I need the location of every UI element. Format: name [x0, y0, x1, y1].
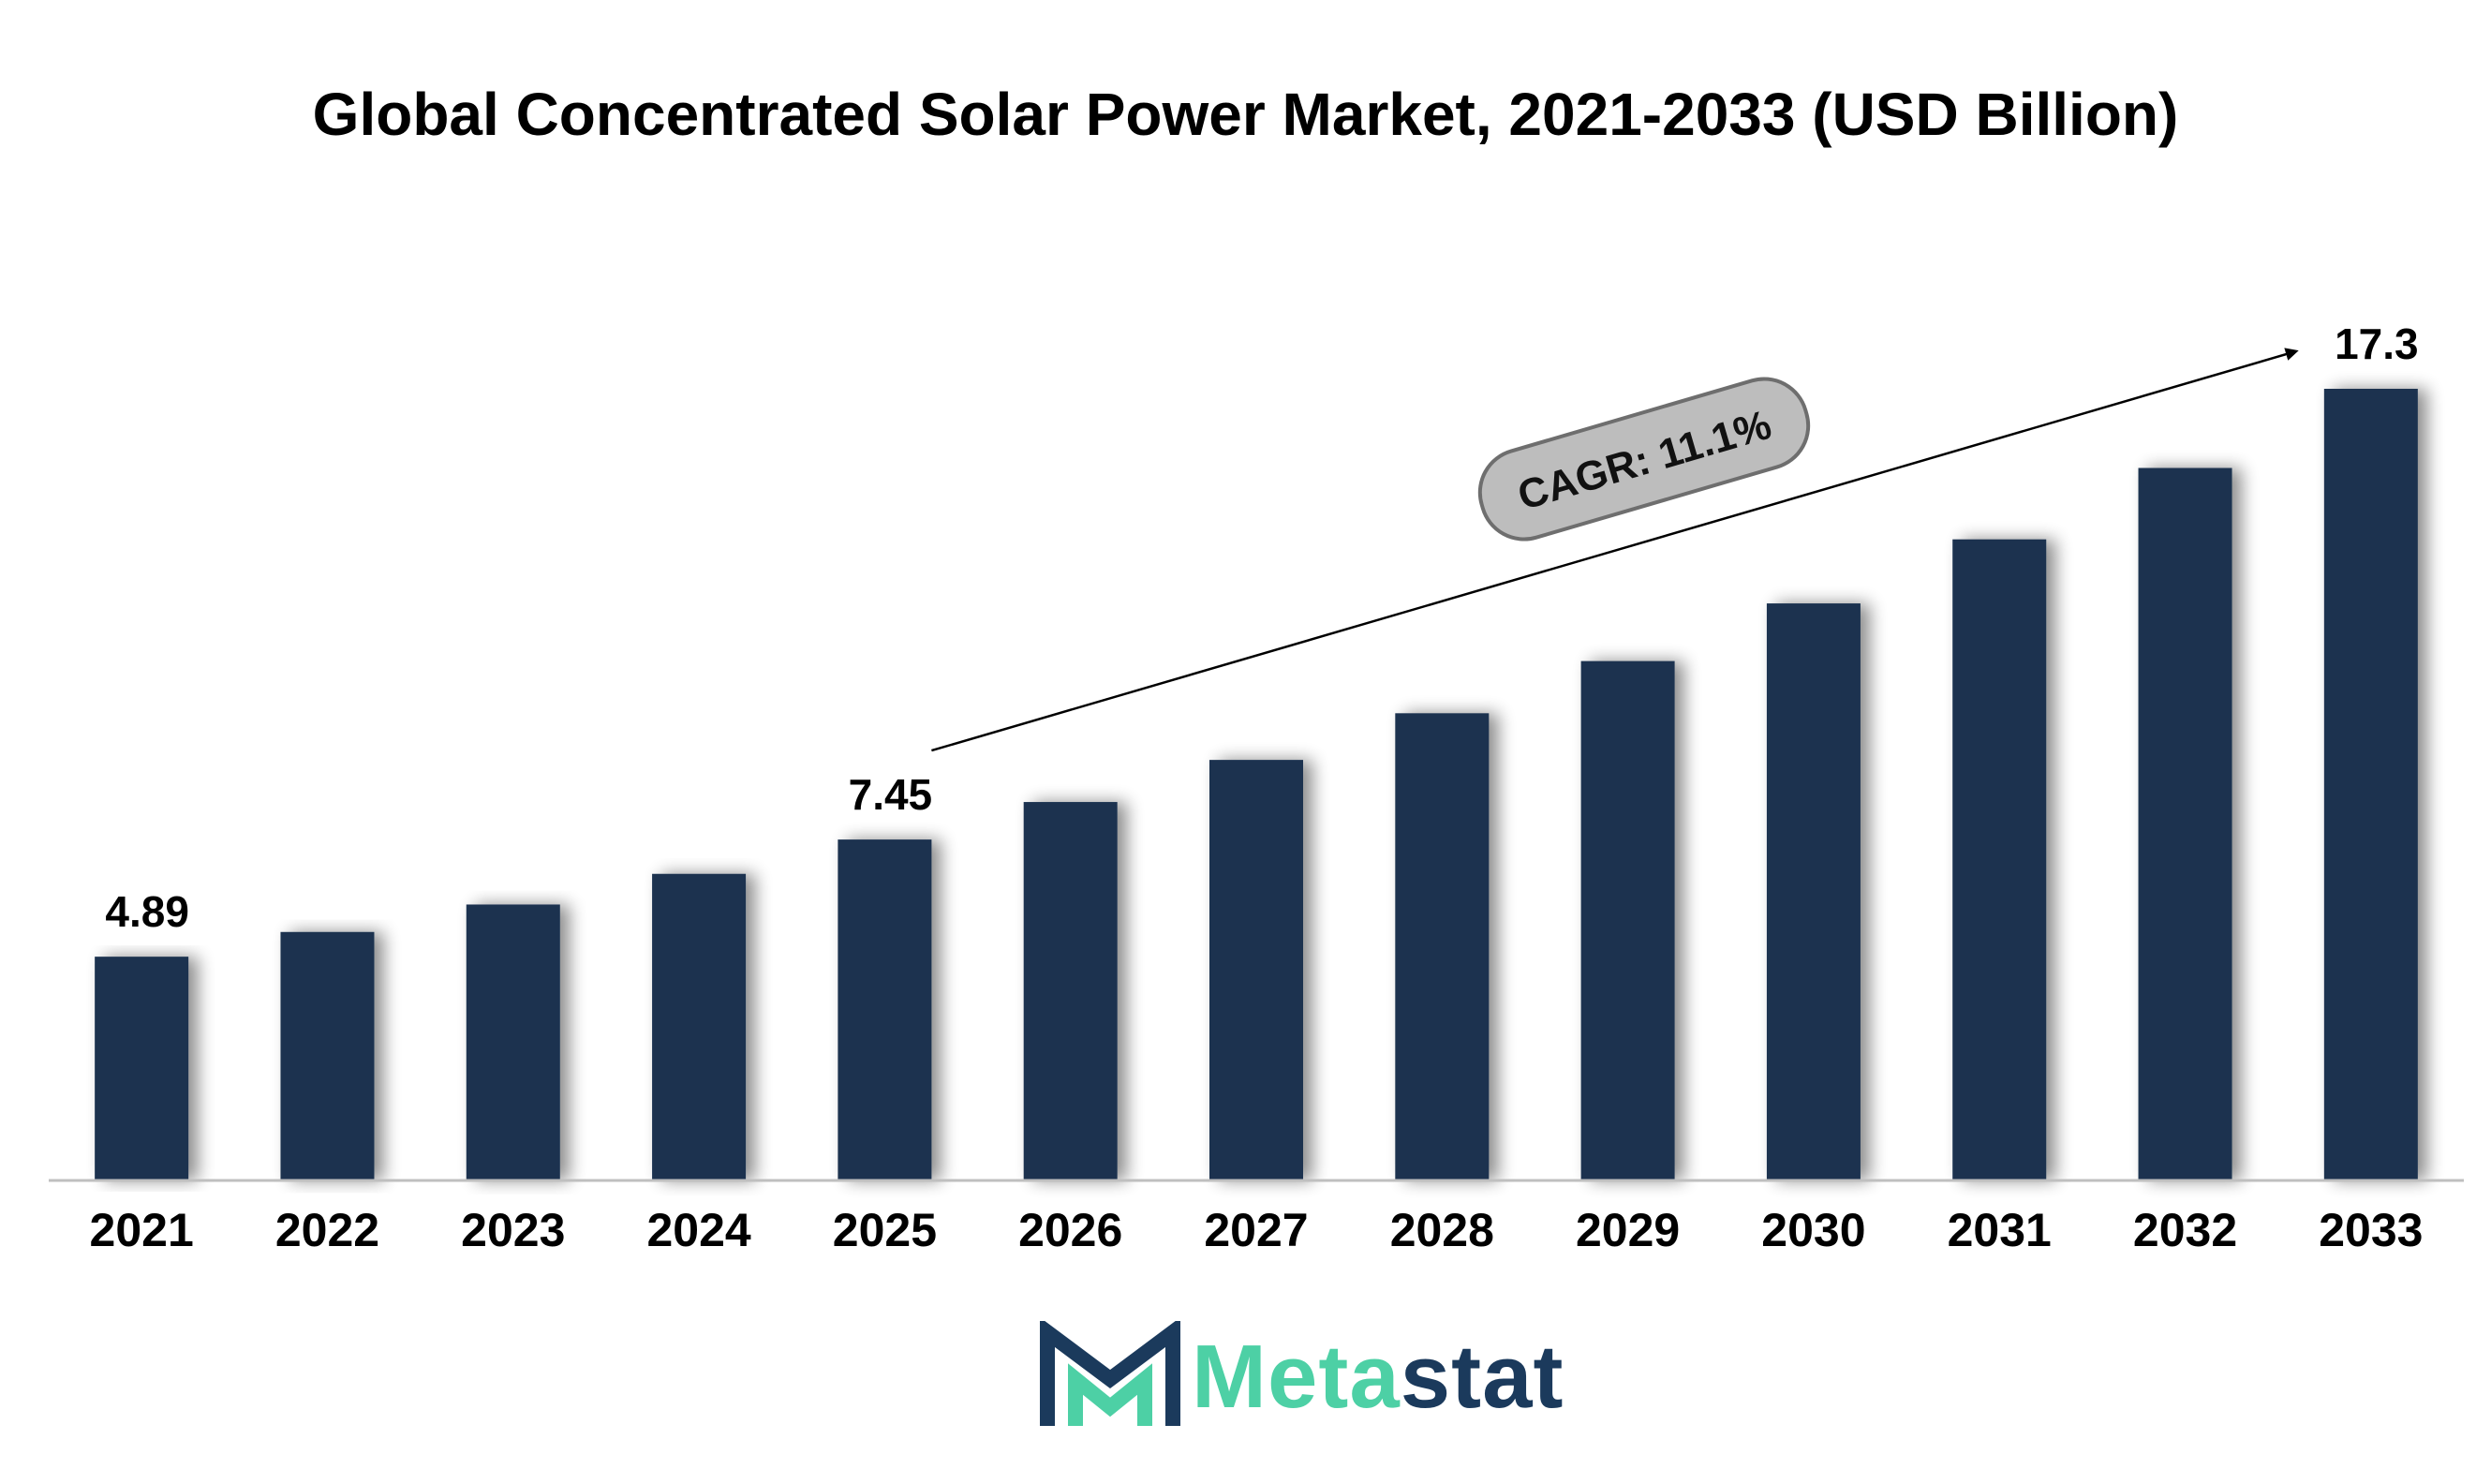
bar-2025 — [838, 839, 932, 1180]
x-tick-label-2031: 2031 — [1948, 1204, 2052, 1256]
bar-2027 — [1209, 760, 1303, 1180]
x-tick-label-2032: 2032 — [2133, 1204, 2237, 1256]
metastat-logo: Metastat — [1040, 1316, 1564, 1438]
x-tick-label-2026: 2026 — [1018, 1204, 1122, 1256]
chart-title: Global Concentrated Solar Power Market, … — [312, 81, 2179, 148]
x-tick-label-2028: 2028 — [1390, 1204, 1494, 1256]
cagr-badge-background — [1477, 377, 1811, 542]
logo-wordmark: Metastat — [1192, 1326, 1564, 1429]
x-tick-label-2027: 2027 — [1204, 1204, 1308, 1256]
x-tick-label-2023: 2023 — [461, 1204, 565, 1256]
bar-2021 — [95, 957, 189, 1180]
metastat-logo-icon — [1040, 1321, 1180, 1426]
x-tick-label-2025: 2025 — [833, 1204, 937, 1256]
bar-2030 — [1766, 603, 1861, 1180]
bar-2031 — [1952, 539, 2047, 1180]
data-label-2021: 4.89 — [105, 887, 189, 936]
bar-2032 — [2138, 467, 2232, 1180]
bar-2026 — [1023, 802, 1118, 1180]
bar-2033 — [2323, 389, 2418, 1180]
x-tick-label-2022: 2022 — [275, 1204, 379, 1256]
logo-text-stat: stat — [1400, 1327, 1564, 1427]
bar-2029 — [1580, 660, 1675, 1180]
data-label-2033: 17.3 — [2335, 319, 2419, 368]
bar-2024 — [652, 873, 747, 1180]
x-tick-label-2029: 2029 — [1576, 1204, 1680, 1256]
x-tick-label-2024: 2024 — [646, 1204, 750, 1256]
logo-text-meta: Meta — [1192, 1327, 1401, 1427]
data-label-2025: 7.45 — [849, 770, 933, 819]
bar-2028 — [1395, 713, 1490, 1180]
x-tick-label-2030: 2030 — [1761, 1204, 1865, 1256]
bar-2023 — [466, 904, 560, 1180]
bar-2022 — [280, 931, 375, 1180]
x-tick-label-2021: 2021 — [90, 1204, 194, 1256]
cagr-badge: CAGR: 11.1% — [1477, 377, 1811, 542]
x-tick-label-2033: 2033 — [2319, 1204, 2423, 1256]
cagr-arrow — [931, 348, 2299, 752]
